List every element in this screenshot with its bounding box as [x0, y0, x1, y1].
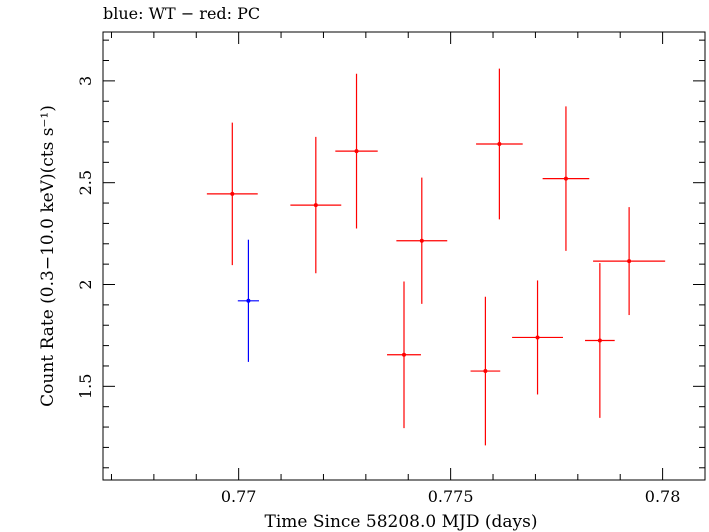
data-point	[593, 207, 666, 316]
data-point	[470, 296, 501, 446]
y-tick-label: 1.5	[76, 374, 95, 399]
data-point	[335, 73, 378, 229]
data-point	[476, 68, 523, 220]
point-marker	[419, 238, 424, 243]
point-marker	[563, 176, 568, 181]
chart-title: blue: WT − red: PC	[103, 4, 261, 23]
point-marker	[483, 369, 488, 374]
y-tick-label: 2.5	[76, 170, 95, 195]
point-marker	[535, 335, 540, 340]
data-point	[512, 280, 563, 395]
x-tick-label: 0.775	[428, 487, 474, 506]
data-points	[206, 68, 666, 446]
point-marker	[246, 298, 251, 303]
x-axis-label: Time Since 58208.0 MJD (days)	[265, 512, 538, 532]
data-point	[387, 281, 421, 429]
data-point	[206, 122, 258, 266]
data-point	[290, 136, 342, 274]
y-tick-label: 2	[76, 279, 95, 289]
plot-frame	[102, 31, 706, 481]
data-point	[396, 177, 448, 304]
data-point	[237, 239, 260, 362]
y-axis-ticks: 1.5 2 2.5 3	[76, 39, 705, 469]
x-tick-label: 0.77	[221, 487, 257, 506]
y-axis-label: Count Rate (0.3−10.0 keV)(cts s⁻¹)	[38, 105, 58, 407]
x-axis-ticks: 0.77 0.775 0.78	[110, 32, 706, 506]
point-marker	[497, 142, 502, 146]
point-marker	[627, 259, 632, 264]
data-point	[542, 106, 590, 251]
data-point	[585, 263, 615, 418]
point-marker	[402, 352, 406, 357]
point-marker	[354, 149, 359, 154]
point-marker	[597, 338, 602, 343]
y-tick-label: 3	[76, 76, 95, 86]
point-marker	[230, 191, 235, 196]
x-tick-label: 0.78	[645, 487, 681, 506]
point-marker	[313, 203, 318, 208]
